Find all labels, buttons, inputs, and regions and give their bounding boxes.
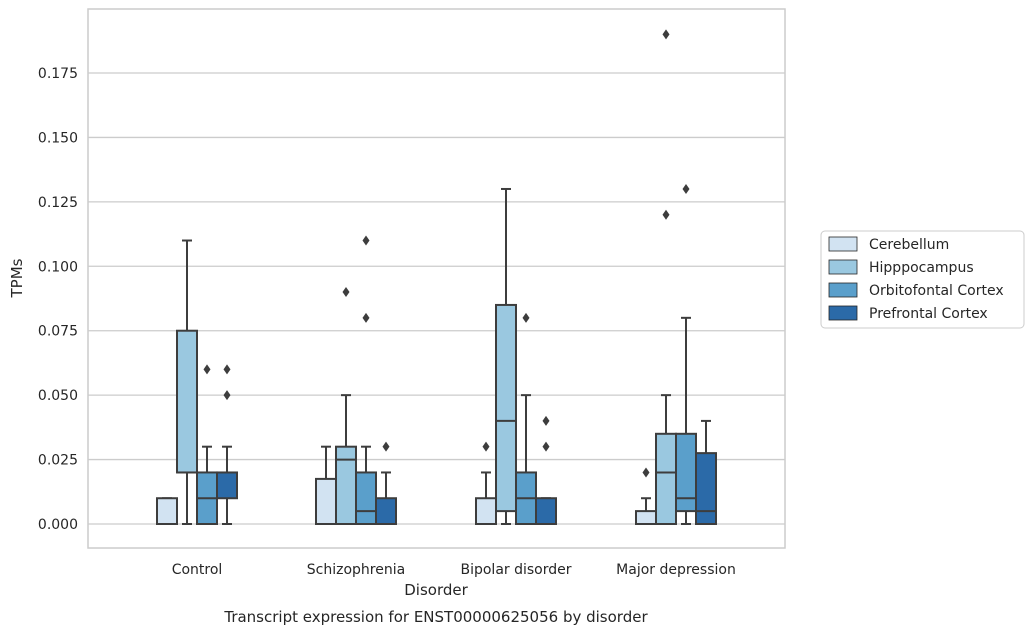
box-group xyxy=(675,183,697,525)
legend-label: Prefrontal Cortex xyxy=(869,306,988,322)
y-tick-labels: 0.000 0.025 0.050 0.075 0.100 0.125 0.150 0.175 xyxy=(38,66,78,533)
boxes xyxy=(156,29,717,526)
outlier-point xyxy=(223,364,231,375)
box-group xyxy=(196,364,218,526)
box-group xyxy=(156,497,178,526)
legend-frame xyxy=(820,230,1025,329)
y-tick-label: 0.150 xyxy=(38,130,78,146)
box-body xyxy=(535,497,557,526)
outlier-point xyxy=(362,235,370,246)
box-body xyxy=(675,432,697,513)
box-body xyxy=(375,497,397,526)
legend-swatch xyxy=(828,305,858,321)
outlier-point xyxy=(522,312,530,323)
legend-swatch xyxy=(828,259,858,275)
y-tick-label: 0.050 xyxy=(38,388,78,404)
legend-label: Orbitofontal Cortex xyxy=(869,283,1004,299)
outlier-point xyxy=(542,415,550,426)
legend: Cerebellum Hipppocampus Orbitofontal Corte… xyxy=(820,230,1025,329)
x-axis-label: Disorder xyxy=(404,581,468,599)
box-group xyxy=(315,445,337,525)
outlier-point xyxy=(342,287,350,298)
outlier-point xyxy=(662,29,670,40)
box-group xyxy=(695,419,717,525)
x-tick-label: Control xyxy=(172,562,223,578)
x-tick-label: Bipolar disorder xyxy=(460,562,571,578)
outlier-point xyxy=(482,441,490,452)
box-group xyxy=(475,441,497,526)
legend-swatch xyxy=(828,282,858,298)
x-tick-label: Major depression xyxy=(616,562,736,578)
box-group xyxy=(655,29,677,525)
chart-title: Transcript expression for ENST0000062505… xyxy=(223,608,648,626)
box-body xyxy=(475,497,497,526)
box-group xyxy=(495,187,517,525)
y-tick-label: 0.175 xyxy=(38,66,78,82)
x-tick-label: Schizophrenia xyxy=(307,562,405,578)
box-body xyxy=(635,510,657,526)
box-group xyxy=(515,312,537,526)
outlier-point xyxy=(542,441,550,452)
box-body xyxy=(695,452,717,525)
outlier-point xyxy=(203,364,211,375)
outlier-point xyxy=(682,183,690,194)
box-body xyxy=(315,477,337,525)
box-body xyxy=(176,329,198,474)
box-body xyxy=(355,471,377,526)
box-body xyxy=(655,432,677,525)
grid-lines xyxy=(88,72,785,525)
y-tick-label: 0.000 xyxy=(38,517,78,533)
legend-label: Hipppocampus xyxy=(869,260,974,276)
outlier-point xyxy=(642,467,650,478)
y-axis-label: TPMs xyxy=(8,258,26,298)
outlier-point xyxy=(362,312,370,323)
plot-frame xyxy=(87,8,786,549)
box-group xyxy=(216,364,238,525)
box-body xyxy=(156,497,178,526)
y-tick-label: 0.075 xyxy=(38,324,78,340)
x-tick-labels: Control Schizophrenia Bipolar disorder Majo… xyxy=(172,562,736,578)
outlier-point xyxy=(382,441,390,452)
y-tick-label: 0.125 xyxy=(38,195,78,211)
outlier-point xyxy=(662,209,670,220)
box-body xyxy=(216,471,238,500)
box-group xyxy=(635,467,657,526)
box-group xyxy=(375,441,397,526)
box-group xyxy=(335,287,357,525)
y-tick-label: 0.100 xyxy=(38,259,78,275)
legend-swatch xyxy=(828,236,858,252)
box-body xyxy=(495,303,517,513)
box-body xyxy=(335,445,357,525)
y-tick-label: 0.025 xyxy=(38,453,78,469)
box-group xyxy=(355,235,377,526)
box-group xyxy=(176,239,198,525)
box-group xyxy=(535,415,557,526)
outlier-point xyxy=(223,390,231,401)
legend-label: Cerebellum xyxy=(869,237,949,253)
